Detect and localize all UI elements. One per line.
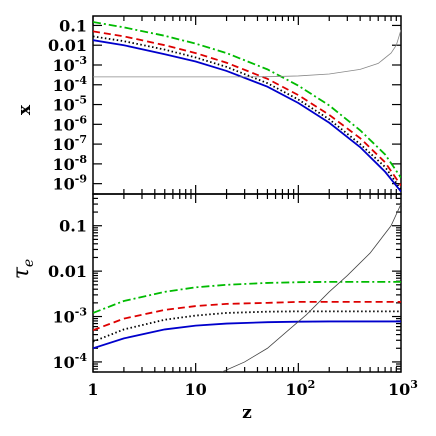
y-tick-label: 10-8 [53, 153, 88, 174]
x-tick-label: 1 [87, 380, 98, 399]
bottom-series-line-1 [93, 301, 401, 332]
y-tick-label: 10-7 [53, 133, 88, 154]
y-tick-label: 10-3 [53, 54, 88, 75]
y-tick-label: 10-6 [53, 113, 88, 134]
y-tick-label: 0.01 [48, 36, 87, 55]
y-axis-label: x [15, 104, 35, 115]
y-axis-label: τe [9, 259, 37, 279]
y-tick-label: 0.1 [59, 217, 87, 236]
bottom-panel: 0.1 0.01 10-3 10-4 1 10 102 103 τe z [9, 193, 418, 423]
x-axis-label: z [242, 403, 252, 423]
x-tick-label: 10 [185, 380, 207, 399]
y-tick-label: 10-9 [53, 173, 88, 194]
x-tick-label: 103 [388, 378, 418, 399]
bottom-series-line-4 [221, 203, 401, 372]
y-tick-label: 10-5 [53, 94, 88, 115]
top-series-line-1 [93, 30, 401, 187]
y-tick-label: 0.1 [59, 16, 87, 35]
bottom-series-line-3 [93, 320, 401, 350]
y-tick-label: 0.01 [48, 262, 87, 281]
top-series-line-0 [93, 21, 401, 179]
top-frame [92, 15, 402, 195]
top-series-line-3 [93, 39, 401, 193]
bottom-series-line-0 [93, 280, 401, 314]
x-tick-label: 102 [285, 378, 315, 399]
bottom-frame [92, 193, 402, 373]
y-tick-label: 10-3 [53, 306, 88, 327]
top-series-line-4 [93, 29, 401, 78]
top-series-line-2 [93, 35, 401, 191]
bottom-series-line-2 [93, 310, 401, 343]
y-tick-label: 10-4 [53, 74, 88, 95]
y-tick-label: 10-4 [53, 351, 88, 372]
